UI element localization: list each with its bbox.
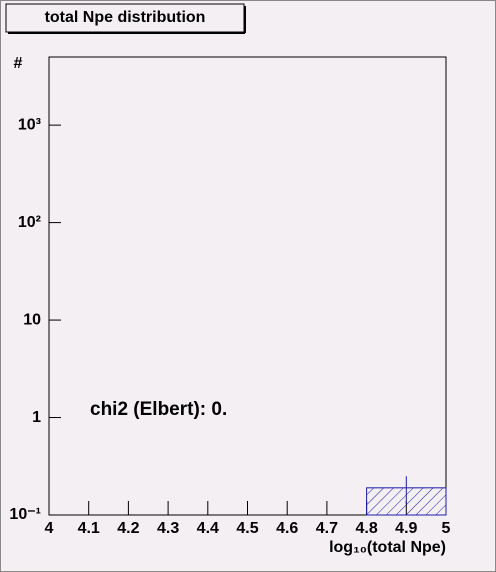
x-tick-label: 4.8 bbox=[355, 520, 377, 537]
x-tick-label: 5 bbox=[442, 520, 451, 537]
frame bbox=[48, 56, 447, 516]
y-tick-label: 10⁻¹ bbox=[9, 506, 41, 523]
y-axis-label: # bbox=[14, 55, 23, 72]
title-box bbox=[5, 3, 245, 33]
x-tick-label: 4.9 bbox=[395, 520, 417, 537]
annotation: chi2 (Elbert): 0. bbox=[90, 399, 227, 420]
y-tick-label: 1 bbox=[32, 409, 41, 426]
x-tick-label: 4.1 bbox=[78, 520, 100, 537]
x-tick-label: 4.2 bbox=[117, 520, 139, 537]
x-tick-label: 4 bbox=[45, 520, 54, 537]
y-tick-label: 10³ bbox=[18, 116, 41, 133]
x-tick-label: 4.3 bbox=[157, 520, 179, 537]
x-axis-label: log₁₀(total Npe) bbox=[329, 539, 446, 556]
x-tick-label: 4.4 bbox=[197, 520, 219, 537]
y-tick-label: 10² bbox=[18, 214, 41, 231]
x-tick-label: 4.6 bbox=[276, 520, 298, 537]
x-tick-label: 4.5 bbox=[236, 520, 258, 537]
chart-title: total Npe distribution bbox=[45, 9, 206, 26]
y-tick-label: 10 bbox=[23, 311, 41, 328]
x-tick-label: 4.7 bbox=[316, 520, 338, 537]
